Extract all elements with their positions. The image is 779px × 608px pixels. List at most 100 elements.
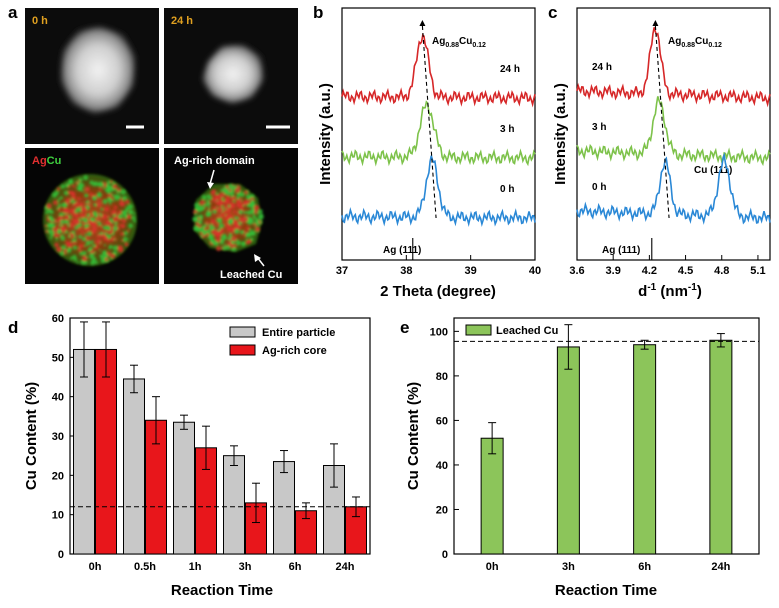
eds-pixel [120, 198, 123, 202]
x-tick-label-d: 0.5h [134, 561, 156, 573]
eds-pixel [69, 223, 74, 228]
y-axis-label-d: Cu Content (%) [23, 382, 40, 490]
eds-pixel [206, 194, 211, 198]
eds-pixel [243, 234, 246, 237]
eds-pixel [228, 233, 233, 238]
series-label-c-3h: 3 h [592, 122, 606, 133]
x-axis-label-c-d: d [638, 283, 647, 300]
y-tick-label-d: 60 [52, 313, 64, 325]
eds-pixel [63, 251, 67, 255]
eds-pixel [123, 196, 128, 200]
eds-pixel [87, 216, 91, 220]
eds-pixel [90, 217, 94, 221]
eds-pixel [212, 209, 217, 214]
eds-pixel [207, 226, 210, 229]
eds-pixel [106, 183, 110, 187]
eds-pixel [222, 199, 225, 202]
eds-pixel [81, 206, 87, 213]
x-axis-label-b: 2 Theta (degree) [380, 283, 496, 300]
peak-label-b-cu: Cu [459, 36, 472, 47]
eds-pixel [219, 193, 225, 198]
eds-pixel [205, 222, 209, 225]
eds-pixel [242, 204, 246, 207]
bar-e-0-0h [480, 437, 504, 555]
eds-pixel [53, 219, 58, 223]
eds-pixel [228, 183, 233, 189]
eds-pixel [72, 191, 75, 195]
series-label-b-3h: 3 h [500, 124, 514, 135]
bar-e-0-24h [709, 339, 733, 555]
eds-pixel [76, 261, 79, 264]
peak-shift-line-c [654, 25, 670, 219]
eds-pixel [107, 227, 111, 231]
eds-pixel [109, 223, 112, 226]
eds-pixel [96, 192, 103, 198]
eds-pixel [53, 200, 58, 205]
eds-pixel [93, 224, 97, 229]
eds-pixel [238, 209, 244, 215]
eds-pixel [217, 206, 224, 213]
eds-pixel [49, 236, 53, 240]
eds-pixel [125, 199, 130, 205]
x-tick-label-d: 24h [336, 561, 355, 573]
eds-pixel [85, 237, 89, 240]
series-label-b-0h: 0 h [500, 184, 514, 195]
eds-pixel [91, 243, 94, 246]
eds-pixel [109, 180, 113, 184]
legend-swatch-leached [465, 324, 492, 336]
eds-pixel [70, 256, 74, 260]
eds-pixel [60, 225, 66, 232]
peak-label-c-cu: Cu [695, 36, 708, 47]
eds-pixel [215, 222, 219, 226]
bar-e-0-6h [633, 344, 657, 555]
eds-pixel [88, 200, 91, 203]
eds-pixel [234, 187, 241, 193]
eds-pixel [229, 202, 235, 208]
eds-pixel [73, 230, 76, 233]
eds-pixel [225, 199, 229, 203]
eds-pixel [114, 214, 117, 217]
eds-pixel [94, 213, 98, 217]
peak-label-c-sub2: 0.12 [708, 42, 722, 49]
x-tick-label-e: 0h [486, 561, 499, 573]
eds-pixel [86, 227, 91, 232]
eds-pixel [91, 229, 96, 234]
eds-pixel [102, 198, 108, 205]
eds-pixel [112, 214, 115, 218]
eds-pixel [57, 200, 60, 203]
eds-pixel [61, 202, 68, 208]
eds-pixel [60, 184, 65, 189]
eds-pixel [224, 205, 228, 209]
eds-pixel [68, 179, 74, 184]
x-tick-label-e: 3h [562, 561, 575, 573]
eds-pixel [254, 210, 258, 214]
eds-pixel [120, 232, 124, 236]
eds-pixel [236, 202, 242, 208]
eds-pixel [102, 225, 105, 228]
eds-pixel [99, 249, 102, 252]
eds-pixel [108, 220, 111, 224]
eds-pixel [58, 215, 64, 221]
eds-pixel [133, 212, 136, 215]
eds-pixel [200, 221, 203, 224]
eds-pixel [243, 210, 247, 214]
eds-pixel [101, 183, 105, 187]
eds-pixel [54, 242, 59, 248]
eds-pixel [220, 213, 225, 218]
eds-pixel [242, 216, 249, 223]
y-tick-label-e: 0 [442, 549, 448, 561]
eds-pixel [46, 203, 52, 209]
eds-pixel [65, 241, 72, 247]
tile-time-0h: 0 h [32, 15, 48, 27]
eds-pixel [207, 206, 211, 209]
eds-pixel [215, 192, 219, 195]
eds-pixel [124, 236, 127, 239]
eds-pixel [226, 229, 230, 232]
eds-pixel [206, 229, 211, 235]
eds-pixel [74, 225, 79, 230]
eds-pixel [92, 250, 95, 253]
eds-pixel [84, 186, 90, 192]
arrow-domain [209, 169, 215, 185]
series-line-c-0h [576, 152, 771, 225]
